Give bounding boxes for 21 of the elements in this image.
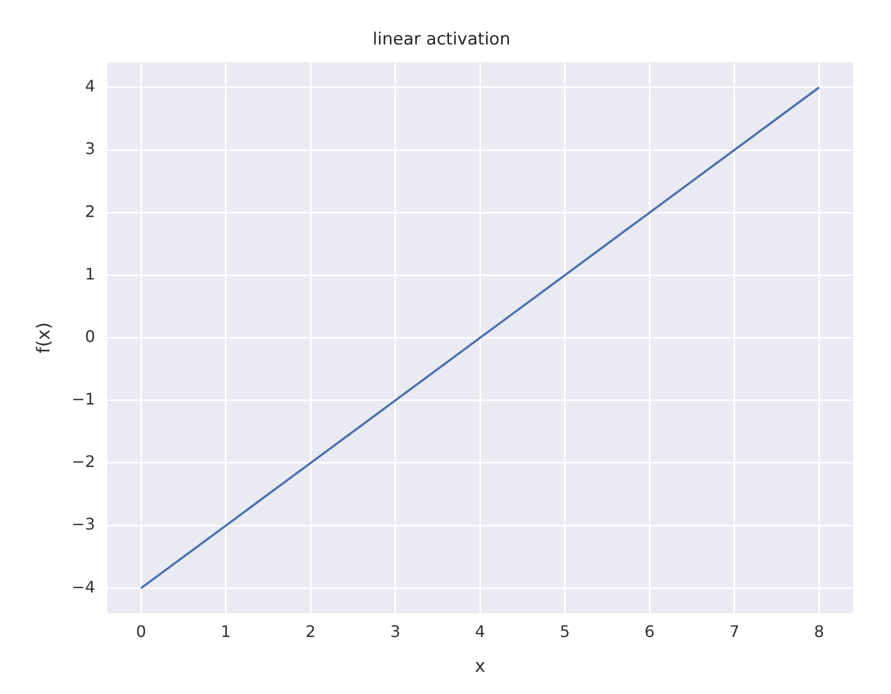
y-tick-label: 2 [85, 202, 96, 221]
y-tick-label: −3 [72, 514, 96, 534]
y-tick-label: −2 [72, 452, 96, 472]
y-tick-label: −4 [72, 577, 96, 596]
y-tick-label: −1 [72, 390, 96, 409]
x-tick-label: 3 [390, 622, 400, 641]
chart-title: linear activation [372, 30, 510, 50]
y-tick-label: 0 [85, 326, 96, 346]
x-tick-label: 8 [814, 622, 824, 641]
x-tick-label: 2 [305, 622, 316, 641]
x-tick-label: 0 [136, 622, 146, 641]
x-tick-label: 1 [220, 622, 231, 641]
y-tick-label: 4 [85, 76, 96, 96]
y-axis-title: f(x) [33, 322, 54, 354]
x-tick-label: 4 [475, 622, 486, 641]
x-tick-label: 5 [560, 622, 570, 641]
x-tick-label: 6 [644, 622, 655, 641]
y-tick-label: 3 [85, 139, 96, 158]
x-tick-label: 7 [729, 622, 740, 641]
y-tick-label: 1 [85, 264, 96, 284]
x-axis-title: x [474, 656, 486, 677]
